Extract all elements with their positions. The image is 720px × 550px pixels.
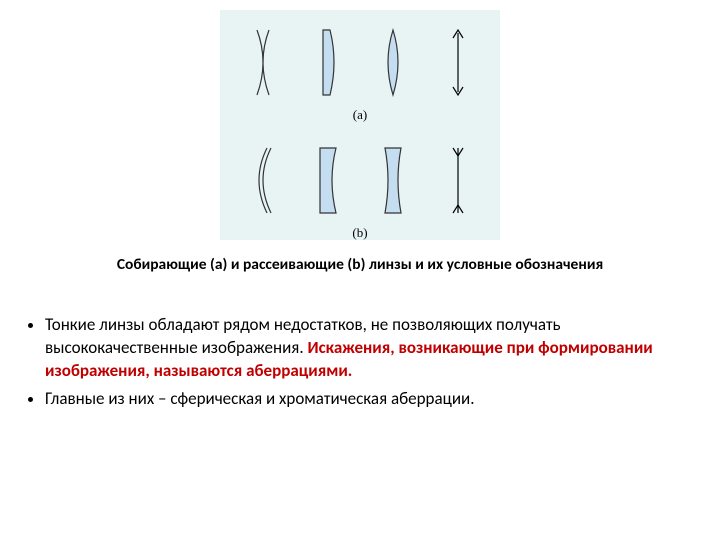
list-item: Главные из них – сферическая и хроматиче…: [45, 388, 690, 411]
row-b-label: (b): [220, 223, 500, 246]
concave-meniscus-icon: [243, 143, 283, 218]
row-a-label: (a): [220, 105, 500, 128]
plano-concave-lens-icon: [308, 143, 348, 218]
bullet-pre-text: Главные из них – сферическая и хроматиче…: [45, 388, 475, 409]
biconvex-lens-icon: [243, 25, 283, 100]
content-list: Тонкие линзы обладают рядом недостатков,…: [0, 314, 720, 411]
plano-convex-lens-icon: [308, 25, 348, 100]
diverging-symbol-icon: [438, 143, 478, 218]
biconcave-lens-icon: [373, 143, 413, 218]
diverging-lens-row: [220, 128, 500, 223]
converging-lens-row: [220, 10, 500, 105]
diagram-caption: Собирающие (a) и рассеивающие (b) линзы …: [20, 255, 700, 274]
lens-diagram: (a) (b): [220, 10, 500, 240]
list-item: Тонкие линзы обладают рядом недостатков,…: [45, 314, 690, 383]
converging-symbol-icon: [438, 25, 478, 100]
biconvex-filled-lens-icon: [373, 25, 413, 100]
